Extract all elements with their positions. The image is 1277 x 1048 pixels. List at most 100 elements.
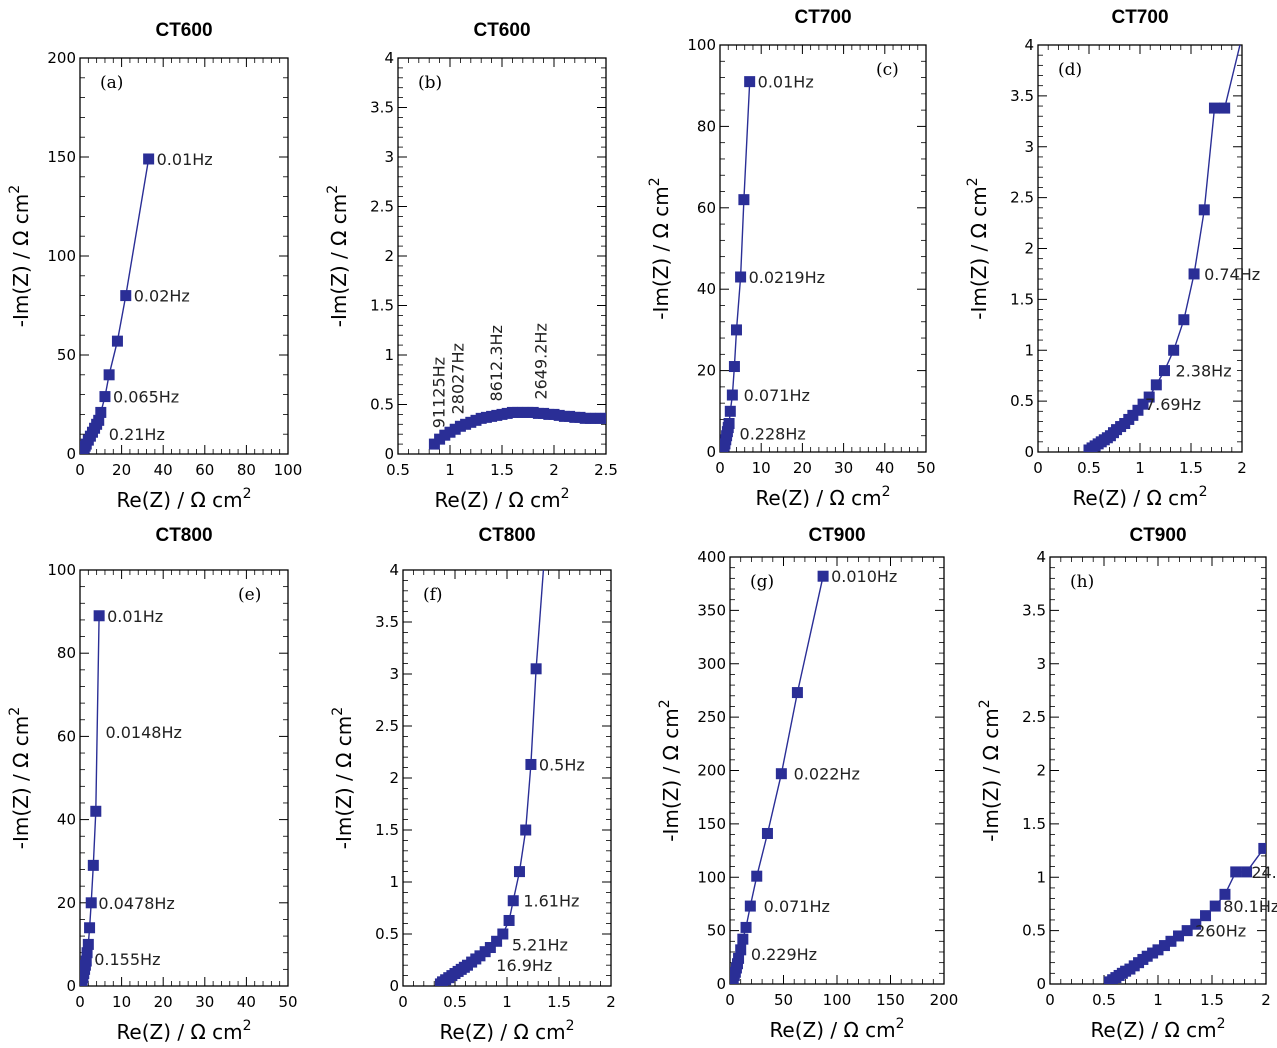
x-axis-label: Re(Z) / Ω cm2 xyxy=(1072,484,1207,510)
data-point xyxy=(497,928,509,940)
frequency-annotation: 260Hz xyxy=(1195,922,1246,941)
data-point xyxy=(744,900,756,912)
x-axis-label: Re(Z) / Ω cm2 xyxy=(434,486,569,512)
y-tick-label: 150 xyxy=(47,148,76,166)
data-point xyxy=(817,570,829,582)
data-point xyxy=(1241,866,1253,878)
x-tick-label: 200 xyxy=(930,991,959,1009)
y-tick-label: 350 xyxy=(697,601,726,619)
chart-panel-3: CT700 0 10 20 30 40 50 0 20 40 60 80 100 Re(Z) / Ω cm… xyxy=(647,7,936,510)
x-tick-label: 40 xyxy=(154,461,173,479)
frequency-annotation: 24.8Hz xyxy=(1251,863,1277,882)
data-point xyxy=(111,335,123,347)
data-point xyxy=(491,935,503,947)
data-point xyxy=(1181,925,1193,937)
x-tick-label: 100 xyxy=(274,461,303,479)
data-layer xyxy=(80,610,105,986)
series-line-extension xyxy=(535,570,545,669)
y-tick-label: 1.5 xyxy=(1010,290,1034,308)
data-point xyxy=(740,921,752,933)
data-point xyxy=(1150,379,1162,391)
y-tick-label: 2.5 xyxy=(1022,708,1046,726)
x-tick-label: 0 xyxy=(1045,991,1055,1009)
x-tick-label: 1 xyxy=(1153,991,1163,1009)
y-tick-label: 1.5 xyxy=(370,297,394,315)
data-layer xyxy=(1103,842,1266,984)
chart-title: CT700 xyxy=(794,7,851,28)
x-axis-label: Re(Z) / Ω cm2 xyxy=(769,1016,904,1042)
y-axis-label: -Im(Z) / Ω cm2 xyxy=(7,185,33,327)
x-tick-label: 1 xyxy=(1135,459,1145,477)
x-tick-label: 1.5 xyxy=(1200,991,1224,1009)
frequency-annotation: 0.02Hz xyxy=(134,287,190,306)
data-layer xyxy=(730,570,829,984)
x-tick-label: 80 xyxy=(237,461,256,479)
plot-frame xyxy=(719,44,927,453)
data-point xyxy=(1258,842,1266,854)
data-point xyxy=(751,870,763,882)
y-tick-label: 100 xyxy=(47,247,76,265)
panel-letter: (b) xyxy=(418,73,442,93)
y-tick-label: 3.5 xyxy=(370,99,394,117)
x-axis-label: Re(Z) / Ω cm2 xyxy=(116,486,251,512)
y-tick-label: 200 xyxy=(47,49,76,67)
frequency-annotation: 0.022Hz xyxy=(794,765,860,784)
x-tick-label: 30 xyxy=(834,459,853,477)
data-point xyxy=(503,914,515,926)
data-point xyxy=(143,153,155,165)
frequency-annotation: 0.229Hz xyxy=(751,945,817,964)
y-tick-label: 60 xyxy=(57,727,76,745)
y-tick-label: 3 xyxy=(384,148,394,166)
data-point xyxy=(530,663,542,675)
plot-frame xyxy=(1049,556,1267,985)
frequency-annotation: 8612.3Hz xyxy=(487,325,506,401)
panel-letter: (a) xyxy=(100,73,123,93)
data-point xyxy=(93,414,105,426)
y-tick-label: 2 xyxy=(1036,762,1046,780)
data-point xyxy=(737,933,749,945)
frequency-annotation: 0.071Hz xyxy=(764,897,830,916)
x-tick-label: 0 xyxy=(398,993,408,1011)
data-point xyxy=(600,412,606,424)
y-tick-label: 1 xyxy=(1024,341,1034,359)
y-tick-label: 150 xyxy=(697,815,726,833)
data-layer xyxy=(1083,45,1241,452)
chart-panel-1: CT600 0 20 40 60 80 100 0 50 100 150 200 Re(Z) / Ω c… xyxy=(7,20,302,512)
data-point xyxy=(730,324,742,336)
y-tick-label: 20 xyxy=(697,362,716,380)
chart-title: CT800 xyxy=(155,525,212,546)
data-point xyxy=(735,271,747,283)
frequency-annotation: 16.9Hz xyxy=(496,956,552,975)
x-tick-label: 1.5 xyxy=(490,461,514,479)
frequency-annotation: 1.61Hz xyxy=(523,892,579,911)
y-tick-label: 40 xyxy=(57,811,76,829)
data-point xyxy=(728,361,740,373)
data-point xyxy=(744,76,756,88)
frequency-annotation: 0.01Hz xyxy=(107,607,163,626)
chart-title: CT800 xyxy=(478,525,535,546)
data-point xyxy=(1158,940,1170,952)
x-tick-label: 0 xyxy=(75,461,85,479)
y-tick-label: 2 xyxy=(1024,240,1034,258)
frequency-annotation: 0.0148Hz xyxy=(105,723,181,742)
panel-letter: (e) xyxy=(238,585,261,605)
y-tick-label: 0 xyxy=(716,975,726,993)
data-point xyxy=(484,942,496,954)
frequency-annotation: 0.010Hz xyxy=(831,567,897,586)
data-point xyxy=(1178,314,1190,326)
y-tick-label: 0 xyxy=(1024,443,1034,461)
frequency-annotation: 0.74Hz xyxy=(1204,265,1260,284)
frequency-annotation: 0.065Hz xyxy=(113,388,179,407)
data-point xyxy=(85,897,97,909)
x-tick-label: 10 xyxy=(752,459,771,477)
series-line xyxy=(80,158,150,454)
frequency-annotation: 0.5Hz xyxy=(539,755,585,774)
data-point xyxy=(1209,900,1221,912)
y-tick-label: 100 xyxy=(47,561,76,579)
y-tick-label: 0 xyxy=(384,445,394,463)
y-tick-label: 100 xyxy=(687,36,716,54)
frequency-annotation: 0.01Hz xyxy=(758,73,814,92)
data-point xyxy=(1230,866,1242,878)
data-point xyxy=(82,938,94,950)
panel-letter: (f) xyxy=(423,585,443,605)
